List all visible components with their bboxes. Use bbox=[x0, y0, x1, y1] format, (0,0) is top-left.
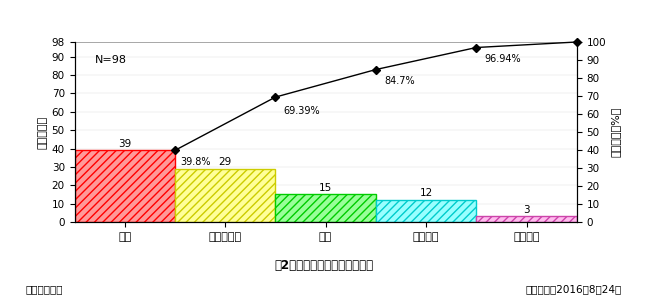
Text: 39.8%: 39.8% bbox=[180, 157, 211, 167]
Bar bbox=[275, 194, 376, 222]
Text: N=98: N=98 bbox=[95, 55, 126, 64]
Text: 84.7%: 84.7% bbox=[384, 76, 415, 86]
Text: 69.39%: 69.39% bbox=[283, 106, 320, 116]
Text: 12: 12 bbox=[419, 188, 433, 199]
Text: 15: 15 bbox=[319, 183, 332, 193]
Text: 制图时间：2016年8月24日: 制图时间：2016年8月24日 bbox=[526, 284, 622, 294]
Text: 3: 3 bbox=[523, 205, 530, 215]
Text: 39: 39 bbox=[118, 139, 132, 149]
Text: 图2、防火涂料质量问题排列图: 图2、防火涂料质量问题排列图 bbox=[275, 259, 373, 272]
Bar bbox=[75, 150, 175, 222]
Y-axis label: 累计频率（%）: 累计频率（%） bbox=[610, 107, 620, 157]
Text: 29: 29 bbox=[218, 157, 232, 167]
Y-axis label: 频数（个）: 频数（个） bbox=[38, 116, 47, 148]
Text: 制图人：叶田: 制图人：叶田 bbox=[26, 284, 64, 294]
Bar bbox=[175, 169, 275, 222]
Bar bbox=[376, 200, 476, 222]
Bar bbox=[476, 217, 577, 222]
Text: 96.94%: 96.94% bbox=[484, 54, 521, 64]
